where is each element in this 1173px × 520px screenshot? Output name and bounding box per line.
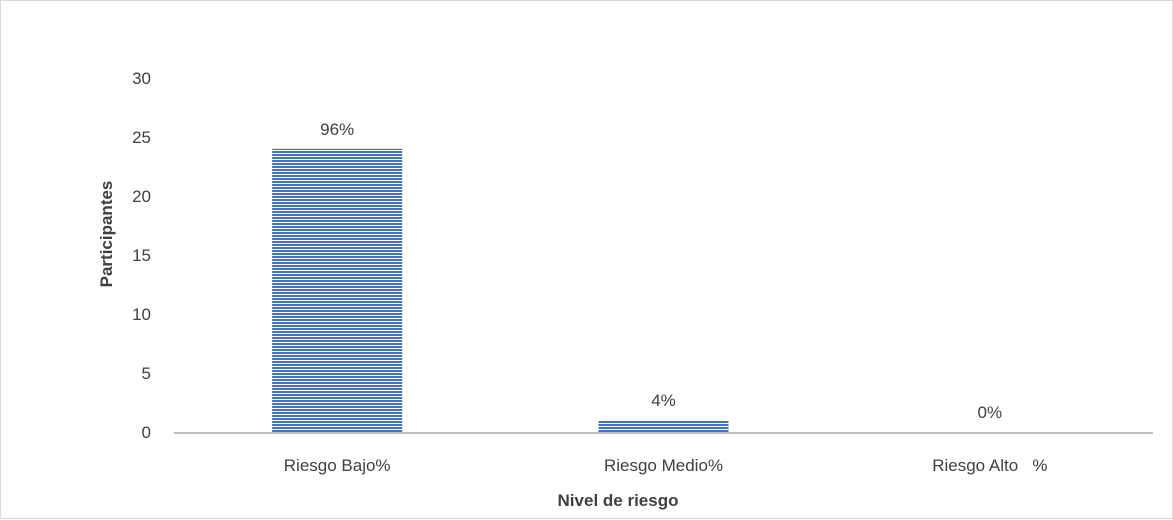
y-axis-title: Participantes xyxy=(97,181,116,288)
y-tick-label: 30 xyxy=(132,69,151,88)
x-category-label: Riesgo Alto % xyxy=(932,456,1047,475)
bar xyxy=(598,420,729,432)
x-axis-title: Nivel de riesgo xyxy=(558,491,679,510)
bars xyxy=(272,148,729,433)
y-tick-label: 20 xyxy=(132,187,151,206)
x-axis-category-labels: Riesgo Bajo% Riesgo Medio% Riesgo Alto % xyxy=(284,456,1048,475)
y-tick-label: 15 xyxy=(132,246,151,265)
data-labels: 96% 4% 0% xyxy=(320,120,1002,422)
data-label: 96% xyxy=(320,120,354,139)
x-category-label: Riesgo Medio% xyxy=(604,456,723,475)
y-tick-label: 0 xyxy=(142,423,151,442)
y-tick-label: 10 xyxy=(132,305,151,324)
y-tick-label: 25 xyxy=(132,128,151,147)
y-tick-label: 5 xyxy=(142,364,151,383)
data-label: 4% xyxy=(651,391,676,410)
y-axis-ticks: 0 5 10 15 20 25 30 xyxy=(132,69,151,442)
data-label: 0% xyxy=(978,403,1003,422)
x-category-label: Riesgo Bajo% xyxy=(284,456,391,475)
bar xyxy=(272,148,403,433)
